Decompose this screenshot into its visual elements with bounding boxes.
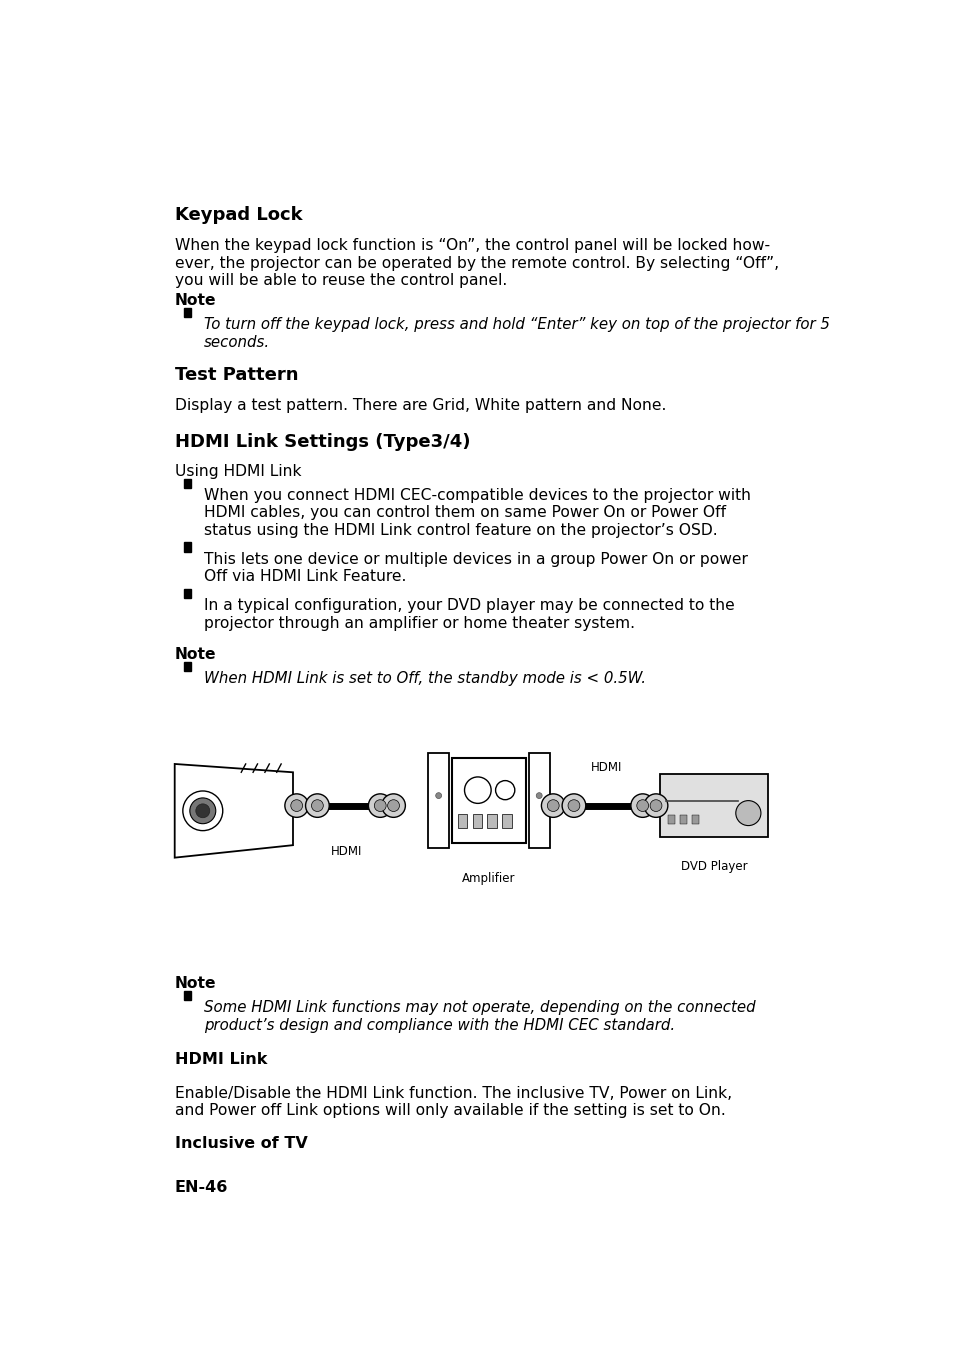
Ellipse shape	[311, 800, 323, 811]
Text: To turn off the keypad lock, press and hold “Enter” key on top of the projector : To turn off the keypad lock, press and h…	[204, 318, 829, 350]
Bar	[184, 479, 191, 488]
Polygon shape	[174, 764, 293, 857]
Text: EN-46: EN-46	[174, 1180, 228, 1195]
Text: When you connect HDMI CEC-compatible devices to the projector with
HDMI cables, : When you connect HDMI CEC-compatible dev…	[204, 488, 751, 538]
Bar	[487, 814, 497, 827]
Ellipse shape	[387, 800, 399, 811]
Ellipse shape	[630, 794, 654, 818]
Text: Note: Note	[174, 648, 216, 662]
Bar	[184, 589, 191, 599]
Ellipse shape	[195, 804, 210, 818]
Text: HDMI Link: HDMI Link	[174, 1052, 267, 1067]
Bar	[184, 662, 191, 672]
Ellipse shape	[183, 791, 222, 830]
Bar	[659, 775, 767, 837]
Bar	[184, 308, 191, 318]
Bar	[472, 814, 482, 827]
Text: Display a test pattern. There are Grid, White pattern and None.: Display a test pattern. There are Grid, …	[174, 397, 665, 412]
Text: Inclusive of TV: Inclusive of TV	[174, 1136, 307, 1151]
Text: This lets one device or multiple devices in a group Power On or power
Off via HD: This lets one device or multiple devices…	[204, 552, 747, 584]
Text: Test Pattern: Test Pattern	[174, 366, 298, 384]
Ellipse shape	[567, 800, 579, 811]
Text: Note: Note	[174, 293, 216, 308]
Text: Keypad Lock: Keypad Lock	[174, 206, 302, 224]
Ellipse shape	[368, 794, 392, 818]
Bar	[691, 815, 699, 825]
Text: When the keypad lock function is “On”, the control panel will be locked how-
eve: When the keypad lock function is “On”, t…	[174, 238, 778, 288]
Ellipse shape	[536, 792, 541, 799]
Bar	[184, 991, 191, 1000]
Ellipse shape	[541, 794, 564, 818]
Ellipse shape	[561, 794, 585, 818]
Text: HDMI: HDMI	[331, 845, 362, 859]
Bar	[528, 753, 549, 848]
Ellipse shape	[436, 792, 441, 799]
Text: Using HDMI Link: Using HDMI Link	[174, 464, 301, 479]
Text: DVD Player: DVD Player	[680, 860, 746, 873]
Text: HDMI Link Settings (Type3/4): HDMI Link Settings (Type3/4)	[174, 433, 470, 452]
Ellipse shape	[735, 800, 760, 826]
Text: HDMI: HDMI	[590, 761, 621, 775]
Text: In a typical configuration, your DVD player may be connected to the
projector th: In a typical configuration, your DVD pla…	[204, 599, 734, 631]
Ellipse shape	[464, 777, 491, 803]
Text: When HDMI Link is set to Off, the standby mode is < 0.5W.: When HDMI Link is set to Off, the standb…	[204, 672, 645, 687]
Bar	[457, 814, 467, 827]
Bar	[501, 814, 512, 827]
Ellipse shape	[547, 800, 558, 811]
Ellipse shape	[190, 798, 215, 823]
Bar	[679, 815, 686, 825]
Ellipse shape	[291, 800, 302, 811]
Ellipse shape	[643, 794, 667, 818]
Bar	[667, 815, 675, 825]
Bar	[428, 753, 449, 848]
Text: Note: Note	[174, 976, 216, 991]
Text: Amplifier: Amplifier	[461, 872, 516, 886]
Ellipse shape	[285, 794, 308, 818]
Text: Some HDMI Link functions may not operate, depending on the connected
product’s d: Some HDMI Link functions may not operate…	[204, 1000, 755, 1033]
Bar	[184, 542, 191, 552]
Ellipse shape	[636, 800, 648, 811]
Ellipse shape	[381, 794, 405, 818]
Ellipse shape	[374, 800, 386, 811]
Text: Enable/Disable the HDMI Link function. The inclusive TV, Power on Link,
and Powe: Enable/Disable the HDMI Link function. T…	[174, 1086, 731, 1118]
Ellipse shape	[649, 800, 661, 811]
Ellipse shape	[305, 794, 329, 818]
Bar	[452, 757, 525, 844]
Ellipse shape	[495, 780, 515, 799]
